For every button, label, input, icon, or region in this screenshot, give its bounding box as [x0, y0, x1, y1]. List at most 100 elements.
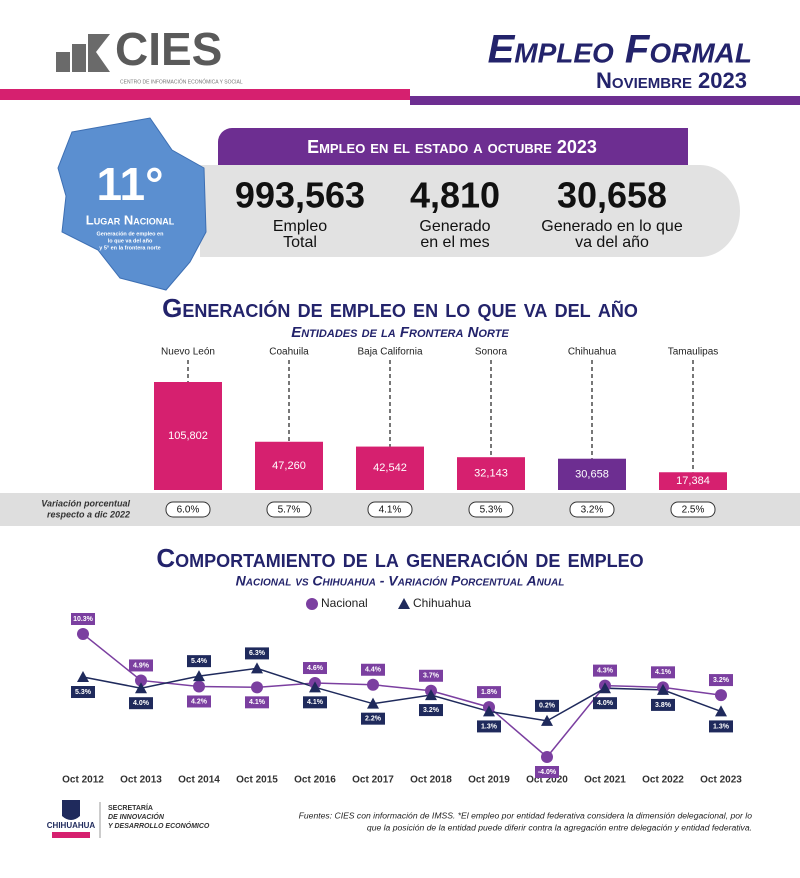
value-label-box: [477, 720, 501, 733]
point: [251, 681, 263, 694]
value-label: 4.0%: [133, 700, 150, 707]
value-label: 4.1%: [249, 699, 266, 706]
footer-secretaria: DE INNOVACIÓN: [108, 812, 165, 821]
value-label: 3.8%: [655, 702, 672, 709]
variation-label: 5.7%: [278, 505, 301, 516]
bar: [659, 472, 727, 490]
variation-pill: [367, 501, 413, 518]
value-label-box: [477, 686, 501, 699]
stat-label: Generado en lo que: [541, 218, 683, 235]
legend-label: Nacional: [321, 596, 368, 610]
value-label-box: [361, 712, 385, 725]
point: [541, 751, 553, 763]
value-label: 4.1%: [655, 669, 672, 676]
point: [306, 598, 318, 610]
header-band: [410, 96, 800, 105]
value-label: 4.9%: [133, 662, 150, 669]
point: [77, 628, 89, 640]
logo-text: CIES: [115, 23, 222, 75]
x-tick-label: Oct 2018: [410, 775, 452, 786]
variation-label: 5.3%: [480, 505, 503, 516]
value-label-box: [419, 669, 443, 682]
x-tick-label: Oct 2016: [294, 775, 336, 786]
logo-subtitle: CENTRO DE INFORMACIÓN ECONÓMICA Y SOCIAL: [120, 78, 243, 85]
x-tick-label: Oct 2021: [584, 775, 626, 786]
stat-label: Total: [283, 234, 317, 251]
variation-label: 4.1%: [379, 505, 402, 516]
series-line: [82, 667, 722, 722]
bar-value-label: 105,802: [168, 430, 208, 442]
value-label-box: [535, 766, 559, 778]
point: [309, 681, 321, 693]
bar: [558, 458, 626, 490]
footer-logo-text: CHIHUAHUA: [47, 821, 96, 830]
value-label-box: [303, 696, 327, 709]
value-label: 4.2%: [191, 698, 208, 705]
point: [483, 705, 495, 717]
point: [425, 689, 437, 701]
value-label-box: [651, 698, 675, 711]
chart-title: Comportamiento de la generación de emple…: [156, 543, 643, 573]
x-tick-label: Oct 2015: [236, 775, 278, 786]
rank-note-line: lo que va del año: [108, 238, 153, 244]
value-label: 5.3%: [75, 689, 92, 696]
variation-label: 3.2%: [581, 505, 604, 516]
header-band: [0, 89, 410, 100]
value-label-box: [593, 664, 617, 677]
stat-label: en el mes: [420, 234, 489, 251]
point: [135, 682, 147, 694]
variation-label: 2.5%: [682, 505, 705, 516]
value-label: 10.3%: [73, 616, 94, 623]
value-label-box: [303, 662, 327, 675]
variation-pill: [165, 501, 211, 518]
point: [715, 689, 727, 702]
value-label: 0.2%: [539, 703, 556, 710]
value-label-box: [361, 663, 385, 676]
value-label: 6.3%: [249, 650, 266, 657]
bar: [356, 446, 424, 490]
category-label: Coahuila: [269, 347, 309, 358]
variation-pill: [569, 501, 615, 518]
value-label-box: [245, 647, 269, 660]
value-label-box: [129, 697, 153, 710]
x-tick-label: Oct 2013: [120, 775, 162, 786]
banner: [218, 128, 688, 165]
variation-label: 6.0%: [177, 505, 200, 516]
value-label: 1.3%: [481, 723, 498, 730]
rank: 11°: [96, 158, 163, 210]
category-label: Chihuahua: [568, 347, 617, 358]
variation-caption: respecto a dic 2022: [47, 509, 130, 519]
stat-value: 4,810: [410, 175, 500, 216]
bar-value-label: 30,658: [575, 468, 609, 480]
x-tick-label: Oct 2019: [468, 775, 510, 786]
stat-label: Empleo: [273, 218, 327, 235]
value-label-box: [651, 666, 675, 679]
point: [193, 670, 205, 682]
subtitle: Noviembre 2023: [596, 68, 747, 93]
value-label-box: [709, 720, 733, 733]
bar-value-label: 47,260: [272, 460, 306, 472]
rank-label: Lugar Nacional: [86, 212, 175, 227]
stat-label: Generado: [419, 218, 490, 235]
value-label: 5.4%: [191, 658, 208, 665]
point: [367, 697, 379, 709]
banner-text: Empleo en el estado a octubre 2023: [307, 137, 597, 157]
value-label: 3.2%: [423, 707, 440, 714]
charts: Generación de empleo en lo que va del añ…: [41, 293, 742, 786]
bar-value-label: 42,542: [373, 462, 407, 474]
point: [715, 705, 727, 717]
value-label: 4.6%: [307, 665, 324, 672]
rank-note-line: y 5° en la frontera norte: [99, 245, 161, 251]
value-label: 3.2%: [713, 677, 730, 684]
point: [599, 682, 611, 694]
value-label-box: [535, 699, 559, 712]
value-label: 4.1%: [307, 699, 324, 706]
category-label: Tamaulipas: [668, 347, 719, 358]
value-label: 1.3%: [713, 723, 730, 730]
series-line: [82, 633, 722, 759]
bar: [255, 441, 323, 490]
value-label: 4.3%: [597, 667, 614, 674]
point: [367, 678, 379, 691]
